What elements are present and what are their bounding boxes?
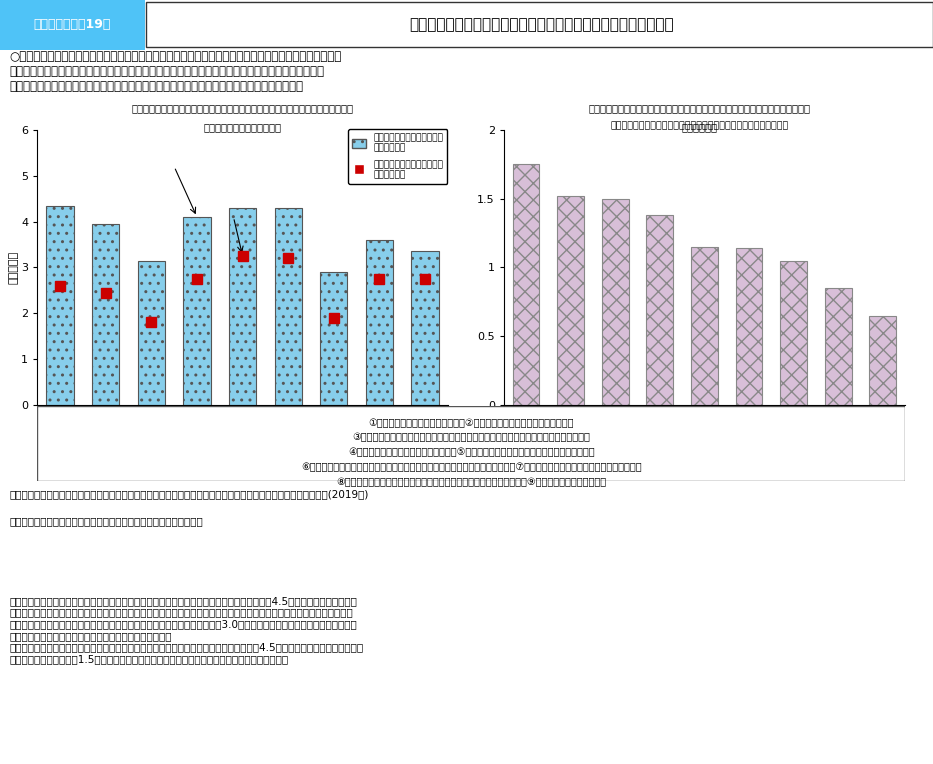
Bar: [780, 261, 807, 405]
Bar: [47, 206, 74, 405]
Bar: [92, 224, 119, 405]
Bar: [870, 316, 896, 405]
Text: の個票を厚生労働省政策統括官付政策統括室にて独自集計: の個票を厚生労働省政策統括官付政策統括室にて独自集計: [9, 516, 203, 526]
FancyBboxPatch shape: [146, 2, 933, 47]
Text: （ワーク・エンゲイジメントが「高い者」－「低い者」、ポイント）: （ワーク・エンゲイジメントが「高い者」－「低い者」、ポイント）: [610, 121, 789, 131]
Bar: [183, 217, 211, 405]
Text: ①仕事を通じて、成長できている、②自己効力感（仕事への自信）が高い、: ①仕事を通じて、成長できている、②自己効力感（仕事への自信）が高い、: [369, 418, 574, 428]
FancyBboxPatch shape: [37, 406, 905, 481]
Text: ④働きやすさに対して満足感を感じる、⑤仕事の遂行に当たっての人間関係が良好である、: ④働きやすさに対して満足感を感じる、⑤仕事の遂行に当たっての人間関係が良好である…: [348, 448, 594, 458]
Bar: [274, 208, 302, 405]
Bar: [320, 272, 347, 405]
Text: （１）ワーク・エンゲイジメントの高い者の主な仕事（副業を除く）に対する認識: （１）ワーク・エンゲイジメントの高い者の主な仕事（副業を除く）に対する認識: [132, 103, 354, 114]
Text: ワーク・エンゲイジメントの高い労働者の主な仕事に対する認識: ワーク・エンゲイジメントの高い労働者の主な仕事に対する認識: [409, 18, 674, 32]
Y-axis label: （スコア）: （スコア）: [8, 251, 19, 284]
Bar: [229, 208, 257, 405]
Text: 第２－（３）－19図: 第２－（３）－19図: [34, 18, 110, 31]
Bar: [138, 261, 165, 405]
FancyBboxPatch shape: [0, 0, 145, 50]
Bar: [647, 215, 674, 405]
Bar: [602, 199, 629, 405]
Text: ⑧労働時間の少なくとも半分以上は、ハイスピードで仕事をしている、⑨自身に業務が集中している: ⑧労働時間の少なくとも半分以上は、ハイスピードで仕事をしている、⑨自身に業務が集…: [336, 478, 606, 487]
Text: （ギャップ）: （ギャップ）: [682, 121, 717, 132]
Bar: [691, 247, 717, 405]
Bar: [411, 251, 439, 405]
Bar: [557, 196, 584, 405]
Bar: [513, 164, 539, 405]
Text: （０〜６にスコアした結果）: （０〜６にスコアした結果）: [203, 121, 282, 132]
Bar: [825, 288, 852, 405]
Text: ③勤め先企業でどのようにキャリアを築いていくか、キャリア展望が明確になっている、: ③勤め先企業でどのようにキャリアを築いていくか、キャリア展望が明確になっている、: [353, 432, 590, 442]
Text: 資料出所　（独）労働政策研究・研修機構「人手不足等をめぐる現状と働き方等に関する調査（正社員調査票）」(2019年): 資料出所 （独）労働政策研究・研修機構「人手不足等をめぐる現状と働き方等に関する…: [9, 489, 369, 499]
Legend: ワーク・エンゲイジメントの
高い者の認識, ワーク・エンゲイジメントの
低い者の認識: ワーク・エンゲイジメントの 高い者の認識, ワーク・エンゲイジメントの 低い者の…: [348, 129, 448, 184]
Text: （注）　１）ワーク・エンゲイジメントが高い者とは、ワーク・エンゲイジメント・スコアが4.5以上の者（「活力」「熱
　　　　　意」「没頭」について、「よく感じてい: （注） １）ワーク・エンゲイジメントが高い者とは、ワーク・エンゲイジメント・スコ…: [9, 596, 364, 664]
Text: ⑥仕事の裁量度（仕事を進める手段や方法を自分で自由に選べる程度）が高い、⑦職場にロールモデルとなる先輩社員がいる、: ⑥仕事の裁量度（仕事を進める手段や方法を自分で自由に選べる程度）が高い、⑦職場に…: [300, 462, 642, 473]
Bar: [366, 240, 393, 405]
Text: （２）ワーク・エンゲイジメントの高い者の主な仕事（副業を除く）に対する認識: （２）ワーク・エンゲイジメントの高い者の主な仕事（副業を除く）に対する認識: [589, 103, 811, 114]
Bar: [735, 248, 762, 405]
Text: ○　「仕事を通じて、成長できている」「自己効力感（仕事への自信）が高い」「勤め先企業でどのよう
　にキャリアを築いていくか、キャリア展望が明確になっている」等、: ○ 「仕事を通じて、成長できている」「自己効力感（仕事への自信）が高い」「勤め先…: [9, 50, 341, 92]
